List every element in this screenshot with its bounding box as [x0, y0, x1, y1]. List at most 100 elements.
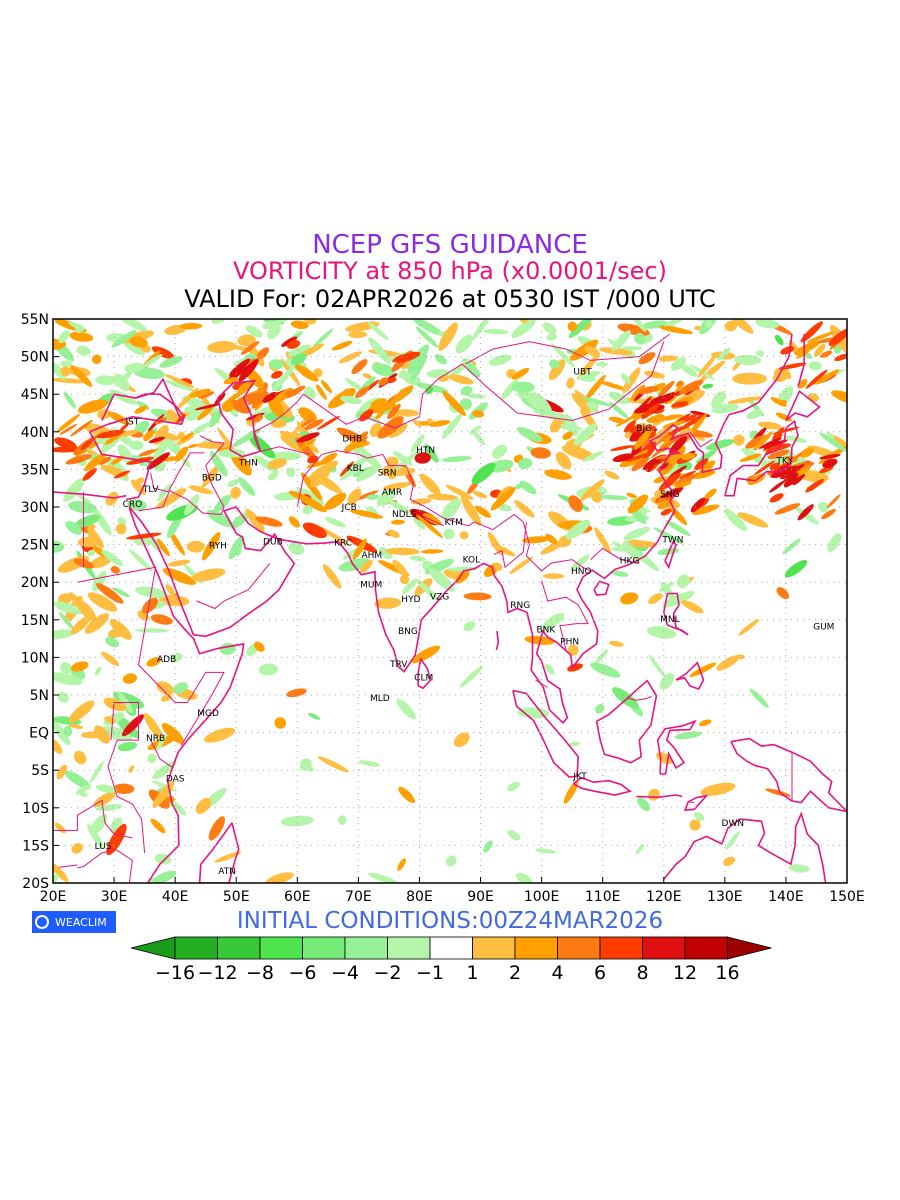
vorticity-patch	[674, 413, 691, 423]
vorticity-patch	[612, 687, 639, 709]
lat-tick-label: 35N	[21, 462, 49, 478]
vorticity-patch	[267, 397, 285, 418]
lat-tick-label: 55N	[21, 312, 49, 328]
vorticity-patch	[834, 353, 847, 362]
vorticity-patch	[268, 471, 278, 481]
vorticity-patch	[517, 458, 533, 469]
vorticity-patch	[620, 592, 639, 605]
vorticity-patch	[659, 672, 675, 690]
vorticity-patch	[680, 364, 698, 377]
vorticity-patch	[735, 654, 745, 660]
vorticity-patch	[216, 427, 238, 456]
vorticity-patch	[79, 792, 88, 797]
vorticity-patch	[101, 651, 120, 667]
vorticity-patch	[549, 419, 562, 433]
vorticity-patch	[469, 425, 481, 435]
vorticity-patch	[511, 319, 536, 338]
vorticity-patch	[471, 462, 496, 485]
vorticity-patch	[567, 321, 578, 332]
vorticity-patch	[711, 391, 726, 409]
lon-tick-label: 80E	[406, 889, 433, 905]
border-line	[107, 702, 146, 853]
city-label: UBT	[573, 368, 592, 378]
vorticity-patch	[644, 370, 665, 379]
vorticity-patch	[245, 325, 263, 338]
vorticity-patch	[543, 573, 565, 579]
vorticity-patch	[566, 377, 575, 389]
coastline	[675, 661, 705, 690]
vorticity-patch	[492, 444, 507, 459]
city-label: TLV	[142, 485, 160, 495]
vorticity-patch	[189, 388, 211, 398]
vorticity-patch	[76, 345, 91, 356]
vorticity-patch	[582, 397, 613, 407]
vorticity-patch	[725, 831, 740, 850]
vorticity-patch	[95, 375, 117, 386]
vorticity-patch	[74, 324, 84, 333]
vorticity-patch	[491, 543, 516, 557]
vorticity-patch	[134, 628, 169, 633]
vorticity-patch	[668, 505, 688, 526]
vorticity-patch	[117, 444, 134, 465]
vorticity-patch	[416, 579, 440, 602]
vorticity-patch	[689, 662, 717, 677]
vorticity-patch	[671, 401, 689, 408]
vorticity-patch	[573, 423, 597, 446]
vorticity-patch	[443, 528, 455, 540]
vorticity-patch	[267, 458, 287, 470]
lat-tick-label: 25N	[21, 538, 49, 554]
vorticity-patch	[448, 374, 474, 385]
vorticity-patch	[542, 322, 557, 335]
vorticity-patch	[387, 403, 401, 419]
vorticity-patch	[370, 398, 387, 407]
vorticity-patch	[769, 480, 785, 493]
city-label: MUM	[360, 581, 382, 591]
vorticity-patch	[648, 654, 667, 679]
vorticity-patch	[253, 641, 265, 652]
vorticity-patch	[317, 756, 349, 773]
vorticity-patch	[421, 549, 444, 554]
city-label: MGD	[197, 709, 219, 719]
vorticity-patch	[705, 439, 735, 450]
vorticity-patch	[507, 781, 520, 792]
lon-tick-label: 110E	[585, 889, 621, 905]
vorticity-patch	[765, 788, 791, 797]
city-label: HYD	[401, 595, 420, 605]
initial-conditions: INITIAL CONDITIONS:00Z24MAR2026	[236, 908, 664, 934]
vorticity-patch	[472, 490, 488, 499]
vorticity-patch	[94, 666, 102, 676]
vorticity-patch	[362, 373, 373, 379]
lat-tick-label: 45N	[21, 387, 49, 403]
vorticity-patch	[568, 495, 583, 512]
vorticity-patch	[75, 492, 91, 504]
coastline	[572, 776, 633, 796]
vorticity-patch	[248, 344, 265, 367]
vorticity-patch	[565, 519, 591, 540]
vorticity-patch	[807, 331, 835, 343]
vorticity-patch	[746, 409, 763, 420]
vorticity-patch	[182, 458, 191, 468]
vorticity-patch	[546, 333, 558, 341]
vorticity-patch	[391, 519, 405, 525]
weaclim-logo-icon	[35, 915, 49, 929]
vorticity-patch	[665, 520, 691, 537]
vorticity-patch	[54, 437, 77, 450]
vorticity-patch	[337, 815, 347, 825]
vorticity-patch	[366, 494, 379, 500]
vorticity-patch	[359, 409, 374, 422]
vorticity-patch	[294, 364, 319, 382]
vorticity-patch	[57, 692, 69, 703]
vorticity-patch	[561, 444, 595, 461]
vorticity-map: 20E 30E 40E 50E 60E 70E 80E 90E 100E 110E 120E 130E…	[21, 312, 865, 905]
vorticity-patch	[753, 431, 773, 451]
vorticity-patch	[544, 469, 572, 480]
vorticity-patch	[75, 784, 91, 795]
vorticity-patch	[255, 516, 283, 527]
vorticity-patch	[702, 383, 714, 389]
city-label: HTN	[416, 446, 435, 456]
vorticity-patch	[159, 356, 183, 368]
vorticity-patch	[87, 592, 118, 612]
vorticity-patch	[769, 462, 780, 470]
vorticity-patch	[179, 322, 203, 330]
vorticity-patch	[146, 452, 171, 470]
